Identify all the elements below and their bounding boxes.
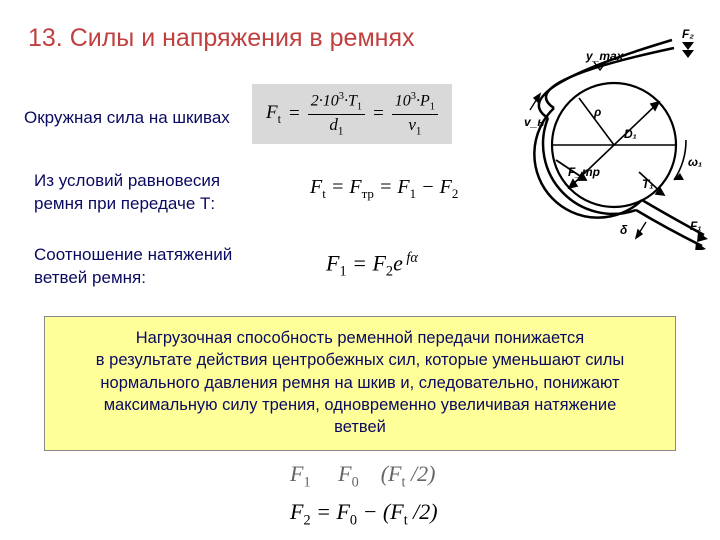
page-title: 13. Силы и напряжения в ремнях <box>28 24 415 53</box>
diag-label-vn-top: v_н <box>524 115 545 129</box>
diag-label-rho: ρ <box>593 105 601 119</box>
diag-label-ymax: y_max <box>585 49 625 63</box>
label-equilibrium: Из условий равновесияремня при передаче … <box>34 170 220 216</box>
formula-ft-box: Ft = 2·103·T1 d1 = 103·P1 v1 <box>252 84 452 144</box>
highlight-box: Нагрузочная способность ременной передач… <box>44 316 676 451</box>
label-circumferential-force: Окружная сила на шкивах <box>24 108 230 128</box>
diag-label-delta: δ <box>620 223 628 237</box>
diag-label-d1: D₁ <box>624 127 637 141</box>
label-tension-ratio: Соотношение натяженийветвей ремня: <box>34 244 232 290</box>
diag-label-t1: T₁ <box>642 177 654 191</box>
formulas-f1-f2: F1 F0 (Ft /2) F2 = F0 − (Ft /2) <box>290 456 438 533</box>
formula-euler: F1 = F2e fα <box>326 250 418 281</box>
formula-equilibrium: Ft = Fтр = F1 − F2 <box>310 176 458 202</box>
diag-label-f1: F₁ <box>690 219 702 233</box>
diag-label-omega: ω₁ <box>688 155 702 169</box>
diag-label-ftr: F_тр <box>568 165 600 179</box>
pulley-diagram: F₂ F₁ D₁ y_max ρ F_тр T₁ ω₁ δ v_н <box>494 20 714 250</box>
diag-label-f2: F₂ <box>682 27 694 41</box>
